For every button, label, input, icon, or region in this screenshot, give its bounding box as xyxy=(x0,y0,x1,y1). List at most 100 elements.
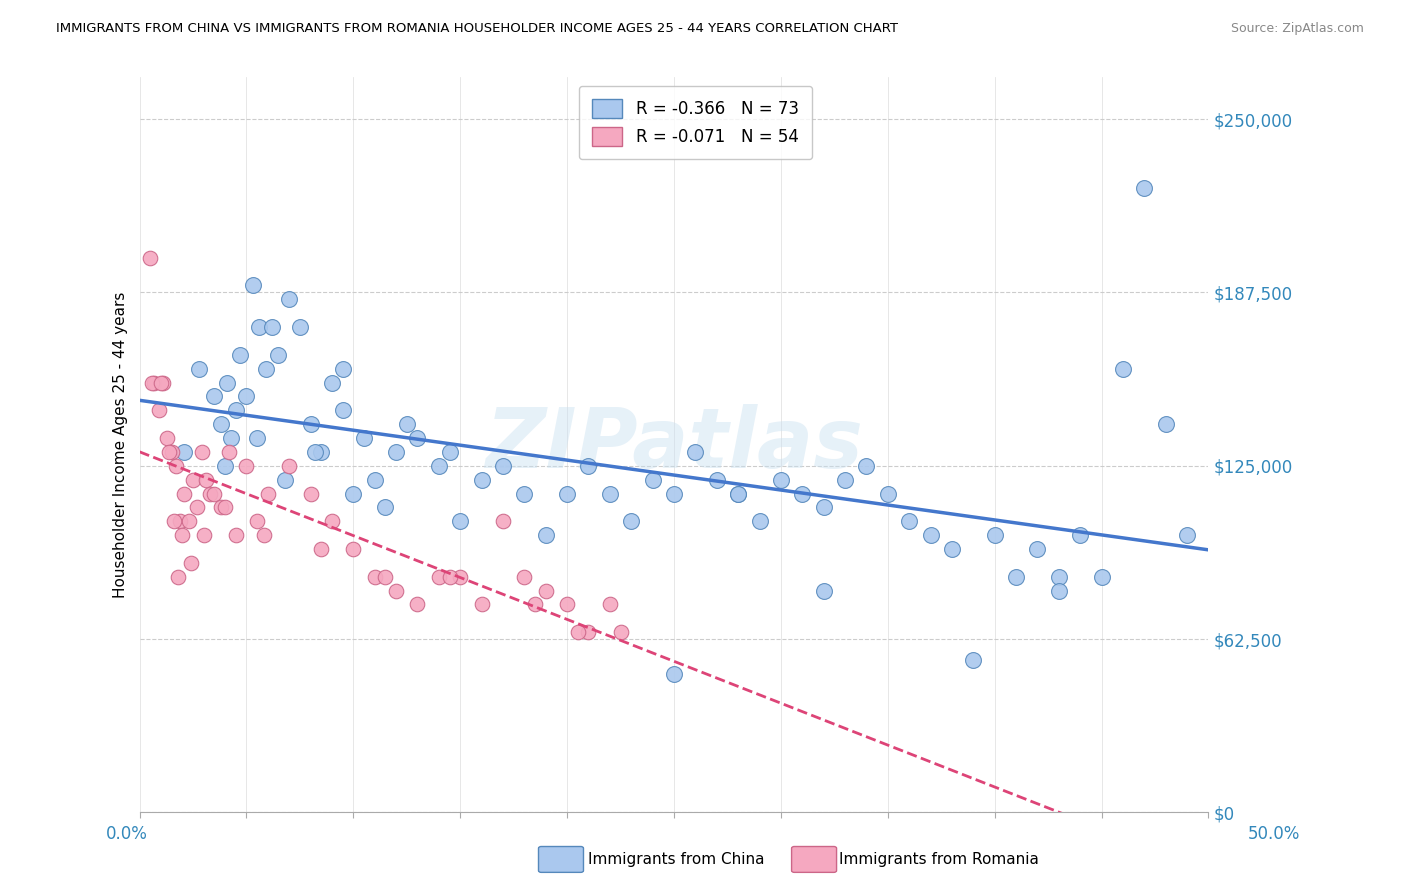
Point xyxy=(1112,361,1135,376)
Point xyxy=(427,458,450,473)
Point xyxy=(962,653,984,667)
Point xyxy=(471,598,494,612)
Text: Immigrants from Romania: Immigrants from Romania xyxy=(839,853,1039,867)
Point xyxy=(177,514,200,528)
Point xyxy=(983,528,1005,542)
Point xyxy=(194,473,217,487)
Point xyxy=(149,376,172,390)
Point xyxy=(252,528,274,542)
Point xyxy=(471,473,494,487)
Point xyxy=(332,361,354,376)
Legend: R = -0.366   N = 73, R = -0.071   N = 54: R = -0.366 N = 73, R = -0.071 N = 54 xyxy=(579,86,811,160)
Point xyxy=(342,541,364,556)
Text: Source: ZipAtlas.com: Source: ZipAtlas.com xyxy=(1230,22,1364,36)
Point xyxy=(534,583,557,598)
Point xyxy=(309,541,332,556)
Point xyxy=(218,445,240,459)
Point xyxy=(321,514,343,528)
Point xyxy=(288,320,311,334)
Point xyxy=(209,417,232,432)
Point xyxy=(855,458,877,473)
Point xyxy=(202,389,225,403)
Point xyxy=(139,251,162,265)
Point xyxy=(439,570,461,584)
Point xyxy=(1154,417,1177,432)
Point xyxy=(524,598,547,612)
Point xyxy=(235,458,257,473)
Point xyxy=(363,473,385,487)
Point xyxy=(198,486,221,500)
Point xyxy=(202,486,225,500)
Point xyxy=(662,486,685,500)
Point xyxy=(342,486,364,500)
Point xyxy=(186,500,208,515)
Point xyxy=(706,473,728,487)
Point xyxy=(278,293,301,307)
Point xyxy=(353,431,375,445)
Point xyxy=(449,570,471,584)
Point xyxy=(190,445,212,459)
Point xyxy=(374,570,396,584)
Point xyxy=(395,417,418,432)
Point xyxy=(299,417,322,432)
Point xyxy=(374,500,396,515)
Point xyxy=(1026,541,1049,556)
Point xyxy=(321,376,343,390)
Point xyxy=(159,445,181,459)
Point xyxy=(941,541,963,556)
Point xyxy=(163,514,186,528)
Point xyxy=(304,445,326,459)
Point xyxy=(274,473,297,487)
Text: Immigrants from China: Immigrants from China xyxy=(588,853,765,867)
Point xyxy=(641,473,664,487)
Point xyxy=(309,445,332,459)
Point xyxy=(256,486,278,500)
Point xyxy=(214,500,236,515)
Point xyxy=(167,570,190,584)
Text: 0.0%: 0.0% xyxy=(105,825,148,843)
Point xyxy=(141,376,163,390)
Point xyxy=(156,431,179,445)
Point xyxy=(492,458,515,473)
Point xyxy=(173,486,195,500)
Point xyxy=(152,376,174,390)
Point xyxy=(246,514,269,528)
Point xyxy=(834,473,856,487)
Point xyxy=(229,348,252,362)
Point xyxy=(534,528,557,542)
Point xyxy=(555,598,578,612)
Point xyxy=(262,320,284,334)
Point xyxy=(217,376,239,390)
Point xyxy=(332,403,354,417)
Point xyxy=(599,486,621,500)
Point xyxy=(214,458,236,473)
Point xyxy=(898,514,921,528)
Point xyxy=(1047,570,1070,584)
Point xyxy=(299,486,322,500)
Point xyxy=(813,500,835,515)
Point xyxy=(555,486,578,500)
Point xyxy=(578,625,600,640)
Point xyxy=(385,445,408,459)
Point xyxy=(1047,583,1070,598)
Point xyxy=(599,598,621,612)
Point xyxy=(363,570,385,584)
Point xyxy=(225,403,247,417)
Point xyxy=(173,445,195,459)
Point xyxy=(278,458,301,473)
Point xyxy=(662,666,685,681)
Point xyxy=(221,431,243,445)
Text: ZIPatlas: ZIPatlas xyxy=(485,404,863,485)
Point xyxy=(748,514,770,528)
Point xyxy=(609,625,631,640)
Y-axis label: Householder Income Ages 25 - 44 years: Householder Income Ages 25 - 44 years xyxy=(114,292,128,599)
Point xyxy=(188,361,211,376)
Point xyxy=(1069,528,1091,542)
Point xyxy=(1005,570,1028,584)
Point xyxy=(727,486,749,500)
Point xyxy=(792,486,814,500)
Point xyxy=(169,514,191,528)
Point xyxy=(246,431,269,445)
Point xyxy=(813,583,835,598)
Point xyxy=(406,598,429,612)
